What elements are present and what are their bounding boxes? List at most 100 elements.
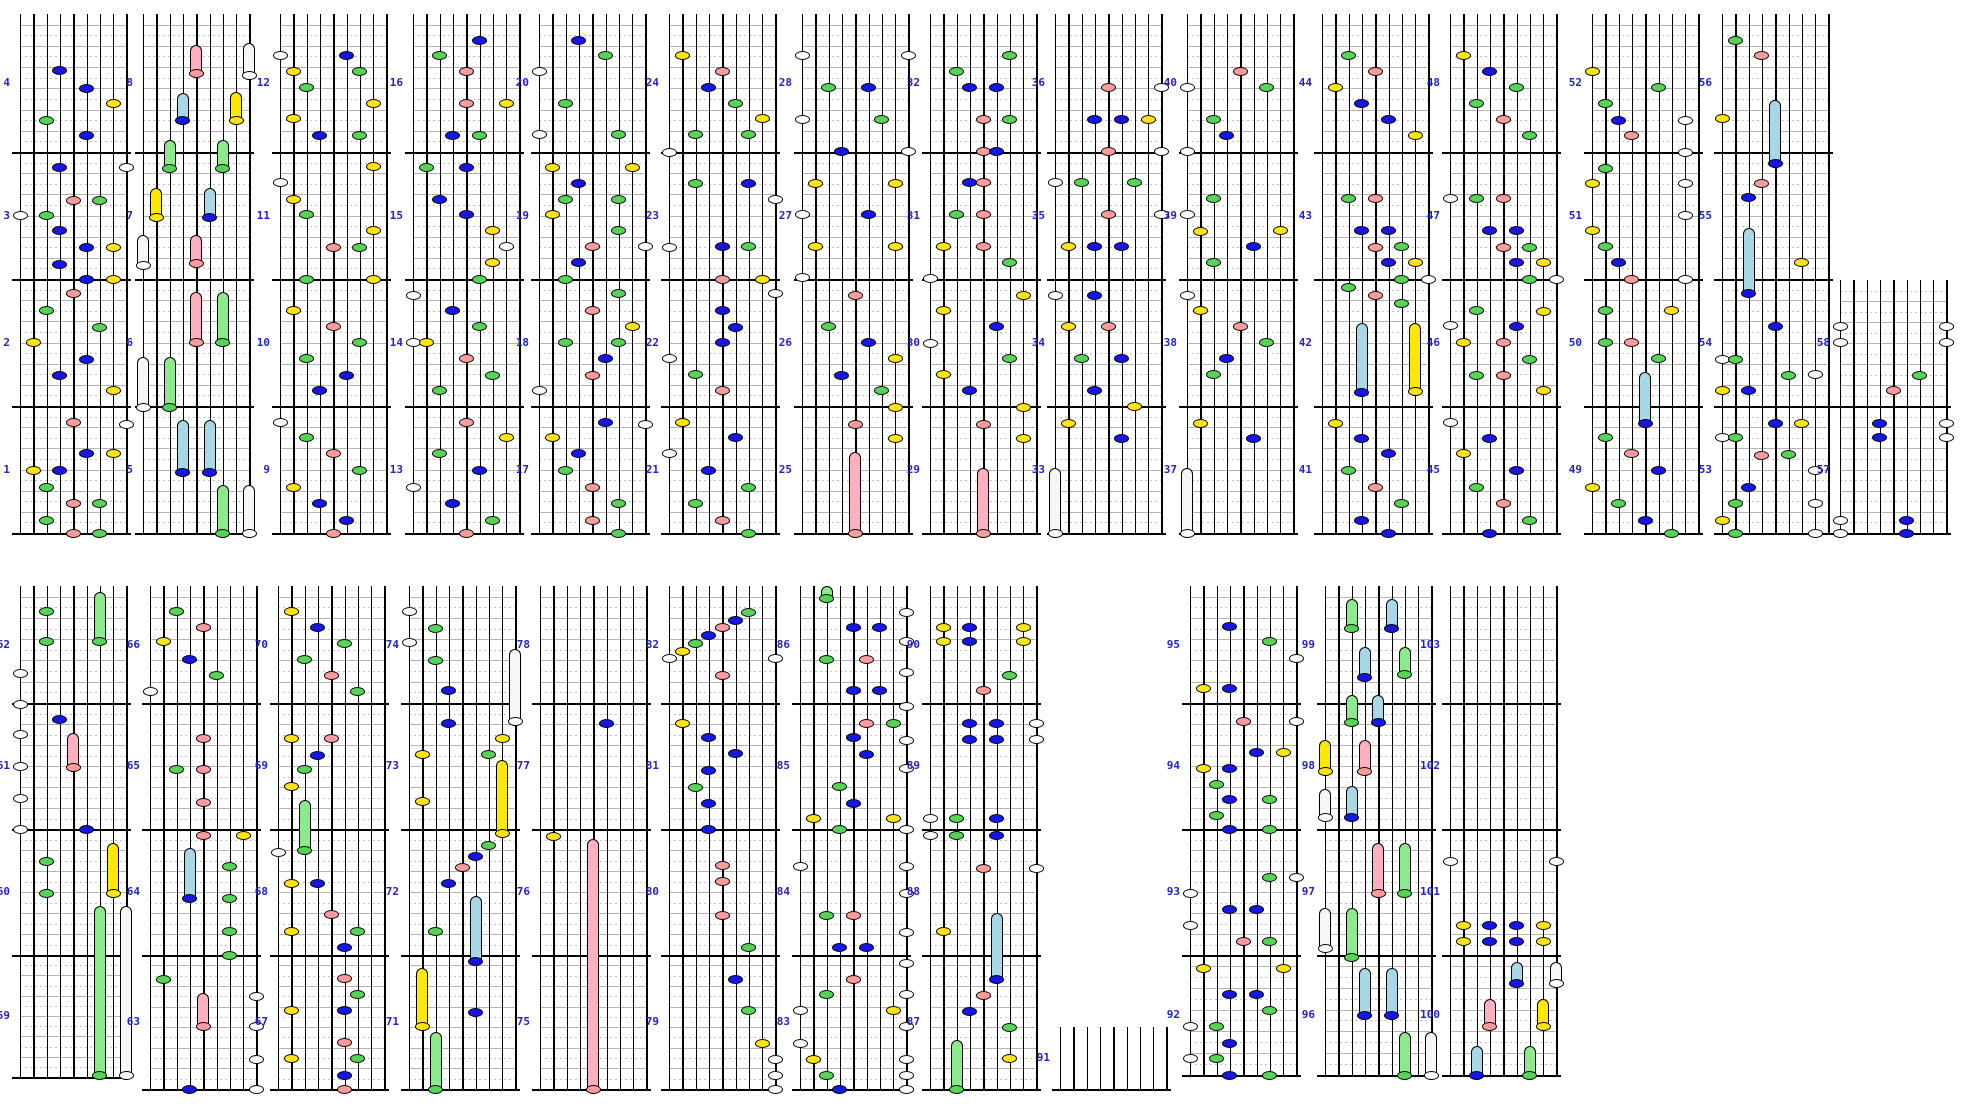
- note[interactable]: [741, 129, 757, 139]
- note[interactable]: [714, 241, 730, 251]
- note[interactable]: [339, 370, 354, 380]
- note[interactable]: [65, 417, 81, 427]
- note[interactable]: [222, 926, 238, 936]
- note[interactable]: [162, 163, 178, 173]
- note[interactable]: [1407, 386, 1423, 396]
- note[interactable]: [1087, 114, 1103, 124]
- note[interactable]: [741, 178, 757, 188]
- note[interactable]: [900, 146, 916, 156]
- note[interactable]: [1677, 274, 1693, 284]
- note[interactable]: [25, 337, 41, 347]
- note[interactable]: [1535, 1021, 1551, 1031]
- note[interactable]: [312, 498, 328, 508]
- note[interactable]: [241, 528, 257, 538]
- note[interactable]: [1832, 528, 1848, 538]
- note[interactable]: [807, 241, 823, 251]
- note[interactable]: [485, 515, 501, 525]
- note[interactable]: [1754, 178, 1770, 188]
- note[interactable]: [1624, 337, 1640, 347]
- note[interactable]: [887, 241, 903, 251]
- note[interactable]: [661, 448, 677, 458]
- note[interactable]: [1624, 274, 1640, 284]
- note[interactable]: [571, 178, 587, 188]
- note[interactable]: [1767, 321, 1783, 331]
- note[interactable]: [1482, 1021, 1498, 1031]
- note[interactable]: [571, 448, 587, 458]
- note[interactable]: [352, 465, 368, 475]
- note[interactable]: [1714, 515, 1730, 525]
- note[interactable]: [1597, 163, 1613, 173]
- note[interactable]: [688, 638, 704, 648]
- note[interactable]: [118, 419, 134, 429]
- note[interactable]: [611, 194, 627, 204]
- note[interactable]: [1535, 306, 1551, 316]
- note[interactable]: [1370, 717, 1386, 727]
- note[interactable]: [272, 417, 288, 427]
- note[interactable]: [297, 845, 313, 855]
- note[interactable]: [1232, 66, 1248, 76]
- note[interactable]: [832, 824, 848, 834]
- note[interactable]: [989, 974, 1004, 984]
- note[interactable]: [1341, 282, 1357, 292]
- note[interactable]: [624, 321, 640, 331]
- note[interactable]: [1584, 482, 1600, 492]
- note[interactable]: [611, 225, 627, 235]
- note[interactable]: [507, 716, 523, 726]
- note[interactable]: [458, 353, 474, 363]
- note[interactable]: [598, 417, 613, 427]
- note[interactable]: [285, 194, 301, 204]
- note[interactable]: [935, 305, 951, 315]
- sustain-pill[interactable]: [137, 357, 149, 412]
- note[interactable]: [39, 482, 55, 492]
- note[interactable]: [584, 370, 600, 380]
- note[interactable]: [741, 1005, 757, 1015]
- note[interactable]: [1381, 448, 1396, 458]
- note[interactable]: [414, 1021, 430, 1031]
- note[interactable]: [558, 274, 574, 284]
- note[interactable]: [714, 385, 730, 395]
- note[interactable]: [887, 353, 903, 363]
- note[interactable]: [1455, 920, 1471, 930]
- sustain-pill[interactable]: [1398, 843, 1411, 898]
- note[interactable]: [701, 82, 717, 92]
- note[interactable]: [472, 274, 487, 284]
- note[interactable]: [741, 607, 757, 617]
- note[interactable]: [1509, 225, 1524, 235]
- note[interactable]: [819, 1070, 835, 1080]
- note[interactable]: [105, 385, 121, 395]
- note[interactable]: [611, 288, 627, 298]
- note[interactable]: [1509, 920, 1524, 930]
- note[interactable]: [1060, 321, 1076, 331]
- note[interactable]: [935, 636, 951, 646]
- sustain-pill[interactable]: [990, 913, 1003, 984]
- note[interactable]: [688, 782, 704, 792]
- sustain-pill[interactable]: [176, 420, 189, 477]
- note[interactable]: [898, 735, 914, 745]
- note[interactable]: [1714, 113, 1730, 123]
- note[interactable]: [299, 274, 315, 284]
- note[interactable]: [1637, 418, 1653, 428]
- note[interactable]: [1028, 863, 1044, 873]
- note[interactable]: [1232, 321, 1248, 331]
- note[interactable]: [118, 1070, 134, 1080]
- note[interactable]: [337, 1084, 352, 1094]
- note[interactable]: [805, 1054, 821, 1064]
- note[interactable]: [807, 178, 823, 188]
- note[interactable]: [142, 686, 158, 696]
- note[interactable]: [1182, 1053, 1198, 1063]
- note[interactable]: [859, 654, 874, 664]
- note[interactable]: [1938, 321, 1954, 331]
- note[interactable]: [65, 762, 81, 772]
- note[interactable]: [458, 98, 474, 108]
- note[interactable]: [325, 242, 341, 252]
- note[interactable]: [337, 973, 352, 983]
- note[interactable]: [1872, 418, 1888, 428]
- note[interactable]: [859, 749, 874, 759]
- note[interactable]: [898, 958, 914, 968]
- note[interactable]: [323, 670, 339, 680]
- note[interactable]: [861, 82, 876, 92]
- note[interactable]: [1482, 66, 1498, 76]
- note[interactable]: [845, 622, 861, 632]
- note[interactable]: [1509, 82, 1524, 92]
- note[interactable]: [1235, 936, 1251, 946]
